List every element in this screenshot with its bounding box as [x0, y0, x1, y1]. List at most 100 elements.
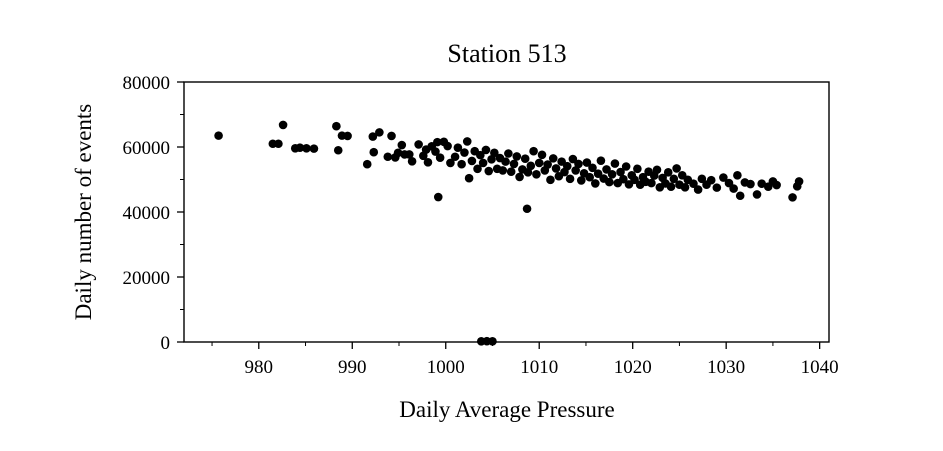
data-point [621, 162, 631, 171]
x-tick-label: 1010 [520, 357, 558, 378]
data-point [487, 155, 496, 164]
data-point [706, 175, 716, 185]
data-point [551, 164, 561, 173]
data-point [772, 180, 781, 190]
data-point [332, 121, 341, 131]
data-point [616, 167, 625, 177]
data-point [515, 172, 524, 182]
data-point [523, 168, 533, 177]
data-point [571, 166, 580, 175]
data-point [393, 148, 403, 158]
x-tick-label: 1020 [614, 357, 652, 378]
y-tick-label: 0 [161, 333, 171, 354]
data-point [443, 141, 452, 151]
data-point [652, 165, 662, 175]
data-point [467, 156, 477, 166]
data-point [752, 190, 762, 199]
data-point [526, 161, 536, 171]
plot-area: 980 990 1000 1010 1020 1030 1040 0 20000 40000 60… [123, 73, 839, 378]
data-point [433, 192, 443, 202]
x-tick-label: 990 [338, 357, 367, 378]
data-point [543, 160, 552, 169]
data-point [481, 145, 491, 155]
x-axis-label: Daily Average Pressure [399, 397, 614, 422]
data-point [788, 193, 797, 202]
data-point [757, 179, 766, 189]
data-point [529, 146, 538, 156]
data-point [602, 165, 611, 174]
data-point [689, 179, 698, 189]
data-point [697, 174, 707, 184]
data-point [397, 140, 407, 150]
data-point [712, 183, 722, 192]
data-point [729, 184, 738, 193]
data-point [719, 173, 728, 182]
data-point [457, 159, 466, 169]
data-point [630, 175, 639, 185]
data-point [478, 158, 488, 168]
data-point [680, 183, 690, 192]
data-point [446, 158, 455, 168]
data-point [498, 166, 508, 175]
data-point [375, 128, 384, 137]
data-point [433, 137, 442, 147]
data-point [520, 154, 530, 163]
data-point [450, 152, 460, 162]
data-point [588, 163, 597, 173]
data-point [669, 174, 679, 184]
data-point [735, 191, 745, 201]
data-point [532, 170, 541, 179]
data-point [435, 153, 445, 163]
data-point [666, 182, 676, 191]
data-point [534, 158, 544, 168]
data-point [522, 204, 532, 214]
data-point [794, 177, 804, 186]
data-point [506, 167, 516, 176]
x-tick-label: 1030 [707, 357, 745, 378]
data-point [746, 179, 755, 189]
data-point [414, 140, 423, 149]
data-point [512, 152, 522, 161]
data-point [464, 173, 474, 183]
x-tick-label: 980 [245, 357, 274, 378]
data-point [663, 168, 673, 177]
data-point [576, 176, 586, 185]
y-axis-ticks: 0 20000 40000 60000 80000 [123, 73, 184, 354]
data-point [383, 152, 393, 162]
data-point [593, 169, 603, 178]
data-point [733, 170, 742, 180]
plot-frame [183, 81, 830, 343]
data-point [490, 148, 499, 158]
data-point [423, 157, 433, 167]
data-point [387, 131, 396, 141]
data-point [501, 157, 510, 166]
data-point [407, 157, 417, 166]
data-point [585, 172, 594, 182]
x-axis-ticks: 980 990 1000 1010 1020 1030 1040 [211, 342, 839, 378]
data-point [562, 161, 572, 171]
data-point [362, 159, 372, 169]
data-point [605, 177, 614, 187]
data-point [476, 150, 485, 160]
data-point [619, 174, 628, 184]
y-tick-label: 60000 [123, 138, 171, 159]
data-point [368, 132, 378, 141]
y-tick-label: 20000 [123, 268, 171, 289]
data-point [484, 166, 494, 176]
y-tick-label: 40000 [123, 203, 171, 224]
x-tick-label: 1040 [801, 357, 839, 378]
data-point [274, 139, 283, 149]
data-point [568, 154, 578, 164]
data-point [582, 158, 592, 167]
data-points [214, 120, 804, 346]
y-tick-label: 80000 [123, 73, 171, 94]
data-point [647, 178, 656, 188]
x-tick-label: 1000 [427, 357, 465, 378]
data-point [369, 147, 379, 157]
data-point [309, 144, 319, 153]
data-point [693, 185, 703, 194]
data-point [596, 156, 606, 165]
data-point [509, 159, 519, 169]
data-point [333, 145, 343, 155]
